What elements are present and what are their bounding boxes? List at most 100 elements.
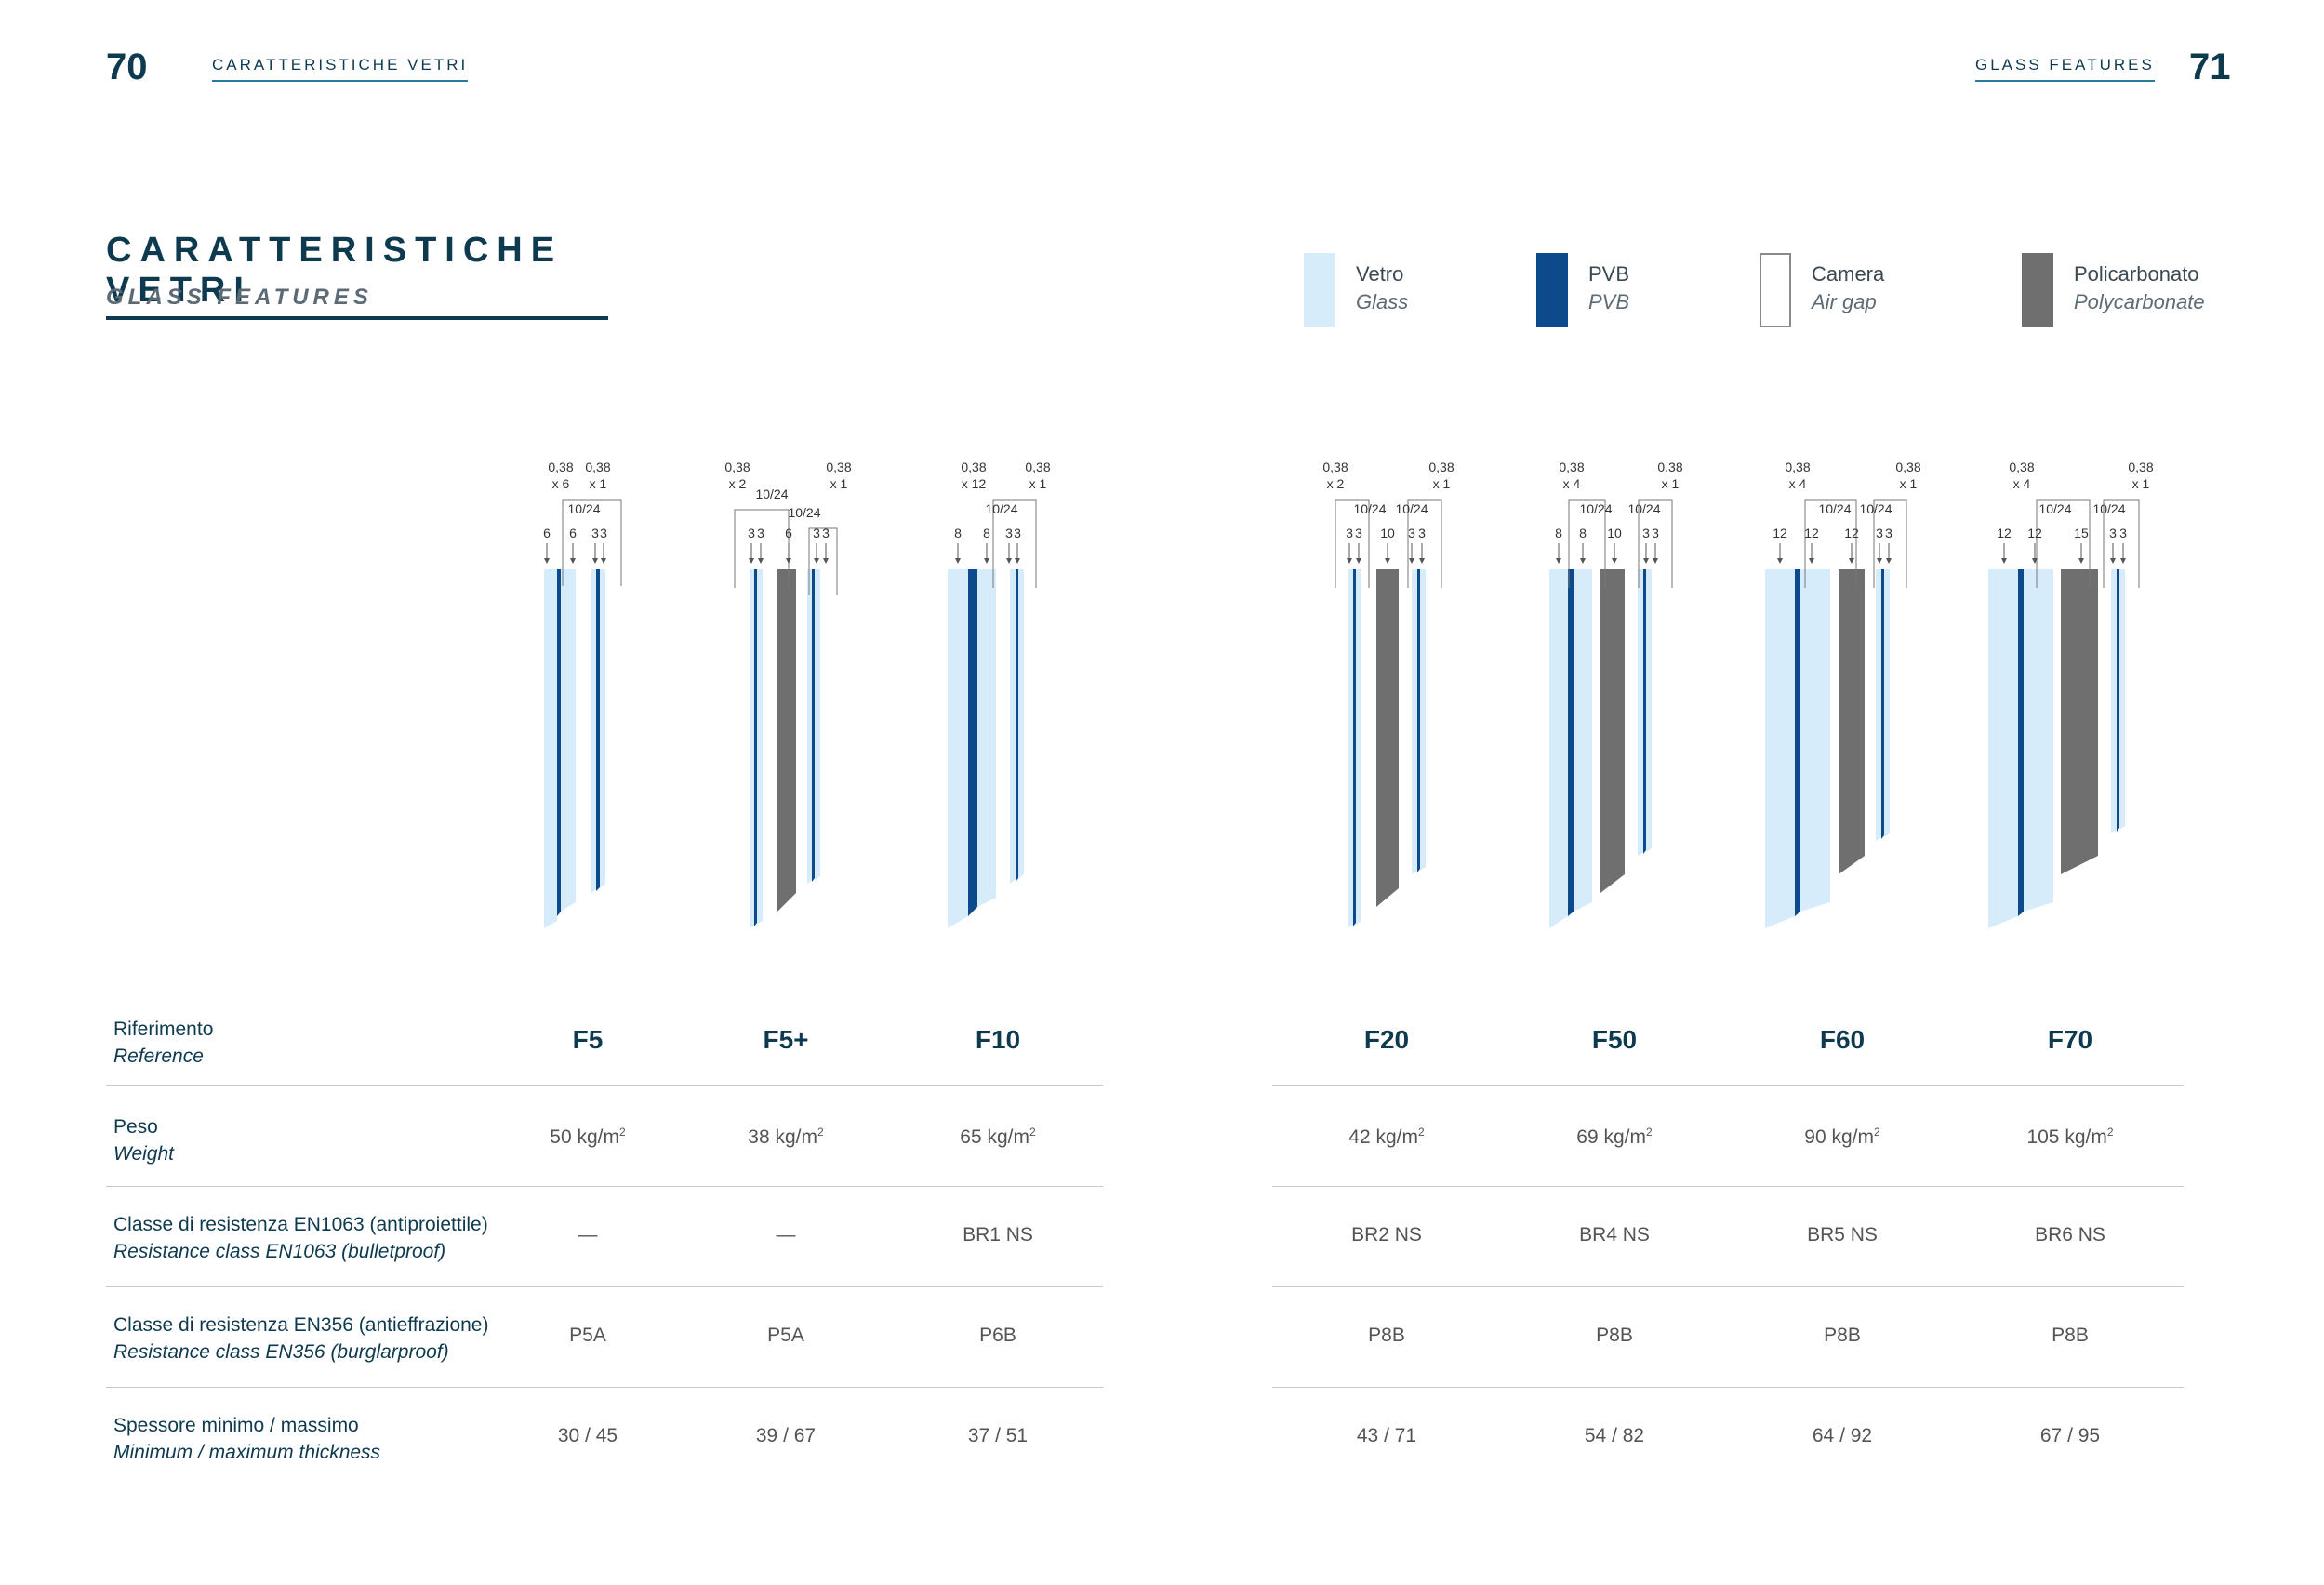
layer-thickness-label: 8 (954, 526, 962, 540)
pvb-right-multiplier-label: x 1 (2132, 476, 2150, 491)
layer-thickness-label: 3 (600, 526, 607, 540)
row-label-en356: Classe di resistenza EN356 (antieffrazio… (113, 1314, 489, 1363)
layer-thickness-label: 3 (1418, 526, 1426, 540)
row-divider (106, 1286, 1103, 1287)
layer-arrow (1356, 558, 1361, 564)
glass-layer (600, 569, 605, 888)
pvb-right-multiplier-label: x 1 (1433, 476, 1451, 491)
polycarbonate-swatch (2022, 253, 2053, 327)
layer-thickness-label: 3 (813, 526, 820, 540)
air-gap-label: 10/24 (985, 501, 1017, 516)
glass-layer (1800, 569, 1830, 912)
weight-cell: 65 kg/m2 (960, 1125, 1036, 1148)
layer-thickness-label: 3 (757, 526, 764, 540)
layer-arrow (1653, 558, 1658, 564)
reference-cell: F20 (1363, 1025, 1410, 1054)
layer-thickness-label: 12 (1773, 526, 1787, 540)
glass-layer (750, 569, 755, 928)
layer-thickness-label: 3 (2119, 526, 2127, 540)
air-gap-bracket (2103, 499, 2140, 588)
reference-cell: F5 (572, 1025, 604, 1054)
layer-thickness-label: 12 (1844, 526, 1859, 540)
pvb-right-thickness-label: 0,38 (1428, 460, 1454, 474)
polycarbonate-layer (1839, 569, 1865, 874)
layer-thickness-label: 8 (983, 526, 990, 540)
pvb-right-thickness-label: 0,38 (585, 460, 610, 474)
pvb-right-multiplier-label: x 1 (830, 476, 848, 491)
row-label-thickness: Spessore minimo / massimo Minimum / maxim… (113, 1415, 381, 1463)
row-divider (106, 1085, 1103, 1086)
thickness-cell: 30 / 45 (557, 1425, 618, 1446)
air-gap-label: 10/24 (2092, 501, 2125, 516)
pvb-layer (968, 569, 977, 916)
weight-cell: 90 kg/m2 (1804, 1125, 1880, 1148)
pvb-left-multiplier-label: x 12 (962, 476, 987, 491)
pvb-layer (557, 569, 561, 916)
weight-cell: 105 kg/m2 (2026, 1125, 2114, 1148)
glass-layer (757, 569, 763, 925)
air-gap-label: 10/24 (2038, 501, 2071, 516)
pvb-right-thickness-label: 0,38 (1657, 460, 1682, 474)
reference-cell: F60 (1819, 1025, 1866, 1054)
page-title: CARATTERISTICHE VETRI (106, 231, 608, 320)
row-divider (1272, 1387, 2184, 1388)
pvb-left-thickness-label: 0,38 (2009, 460, 2034, 474)
pvb-left-multiplier-label: x 6 (552, 476, 570, 491)
layer-arrow (2120, 558, 2126, 564)
air-gap-swatch (1760, 253, 1791, 327)
pvb-left-thickness-label: 0,38 (1559, 460, 1584, 474)
air-gap-bracket (1804, 499, 1857, 588)
layer-thickness-label: 12 (1804, 526, 1819, 540)
en1063-cell: BR6 NS (2035, 1224, 2105, 1245)
thickness-cell: 54 / 82 (1584, 1425, 1645, 1446)
glass-layer (544, 569, 557, 928)
en356-cell: P6B (979, 1325, 1016, 1346)
layer-thickness-label: 3 (822, 526, 830, 540)
thickness-cell: 64 / 92 (1812, 1425, 1873, 1446)
en1063-cell: BR1 NS (963, 1224, 1033, 1245)
en356-cell: P8B (2052, 1325, 2089, 1346)
layer-thickness-label: 3 (1355, 526, 1362, 540)
layer-thickness-label: 3 (1408, 526, 1415, 540)
layer-arrow (786, 558, 791, 564)
layer-thickness-label: 6 (785, 526, 792, 540)
glass-layer (1574, 569, 1592, 912)
weight-cell: 42 kg/m2 (1348, 1125, 1425, 1148)
glass-swatch (1304, 253, 1335, 327)
thickness-cell: 39 / 67 (755, 1425, 817, 1446)
layer-arrow (2110, 558, 2116, 564)
layer-arrow (592, 558, 598, 564)
pvb-layer (1417, 569, 1420, 872)
row-divider (106, 1387, 1103, 1388)
layer-arrow (1809, 558, 1814, 564)
thickness-cell: 37 / 51 (967, 1425, 1029, 1446)
air-gap-bracket (1568, 499, 1606, 588)
air-gap-bracket (1335, 499, 1370, 588)
pvb-left-multiplier-label: x 4 (2013, 476, 2031, 491)
reference-cell: F5+ (763, 1025, 809, 1054)
air-gap-bracket (1638, 499, 1673, 588)
weight-cell: 38 kg/m2 (748, 1125, 824, 1148)
glass-layer (1010, 569, 1016, 884)
glass-layer (1549, 569, 1568, 928)
layer-arrow (1612, 558, 1617, 564)
polycarbonate-layer (2061, 569, 2098, 874)
reference-cell: F70 (2047, 1025, 2093, 1054)
en1063-cell: BR4 NS (1579, 1224, 1650, 1245)
glass-layer (1638, 569, 1643, 856)
layer-thickness-label: 3 (591, 526, 599, 540)
layer-arrow (570, 558, 576, 564)
weight-cell: 69 kg/m2 (1576, 1125, 1653, 1148)
layer-thickness-label: 6 (543, 526, 551, 540)
row-divider (106, 1186, 1103, 1187)
legend-translation: Air gap (1812, 290, 1877, 313)
layer-arrow (1347, 558, 1352, 564)
layer-arrow (814, 558, 819, 564)
layer-thickness-label: 3 (1005, 526, 1013, 540)
layer-arrow (1580, 558, 1586, 564)
layer-arrow (2032, 558, 2038, 564)
layer-thickness-label: 12 (2027, 526, 2042, 540)
layer-thickness-label: 12 (1997, 526, 2012, 540)
air-gap-label: 10/24 (755, 486, 788, 501)
layer-arrow (1006, 558, 1012, 564)
